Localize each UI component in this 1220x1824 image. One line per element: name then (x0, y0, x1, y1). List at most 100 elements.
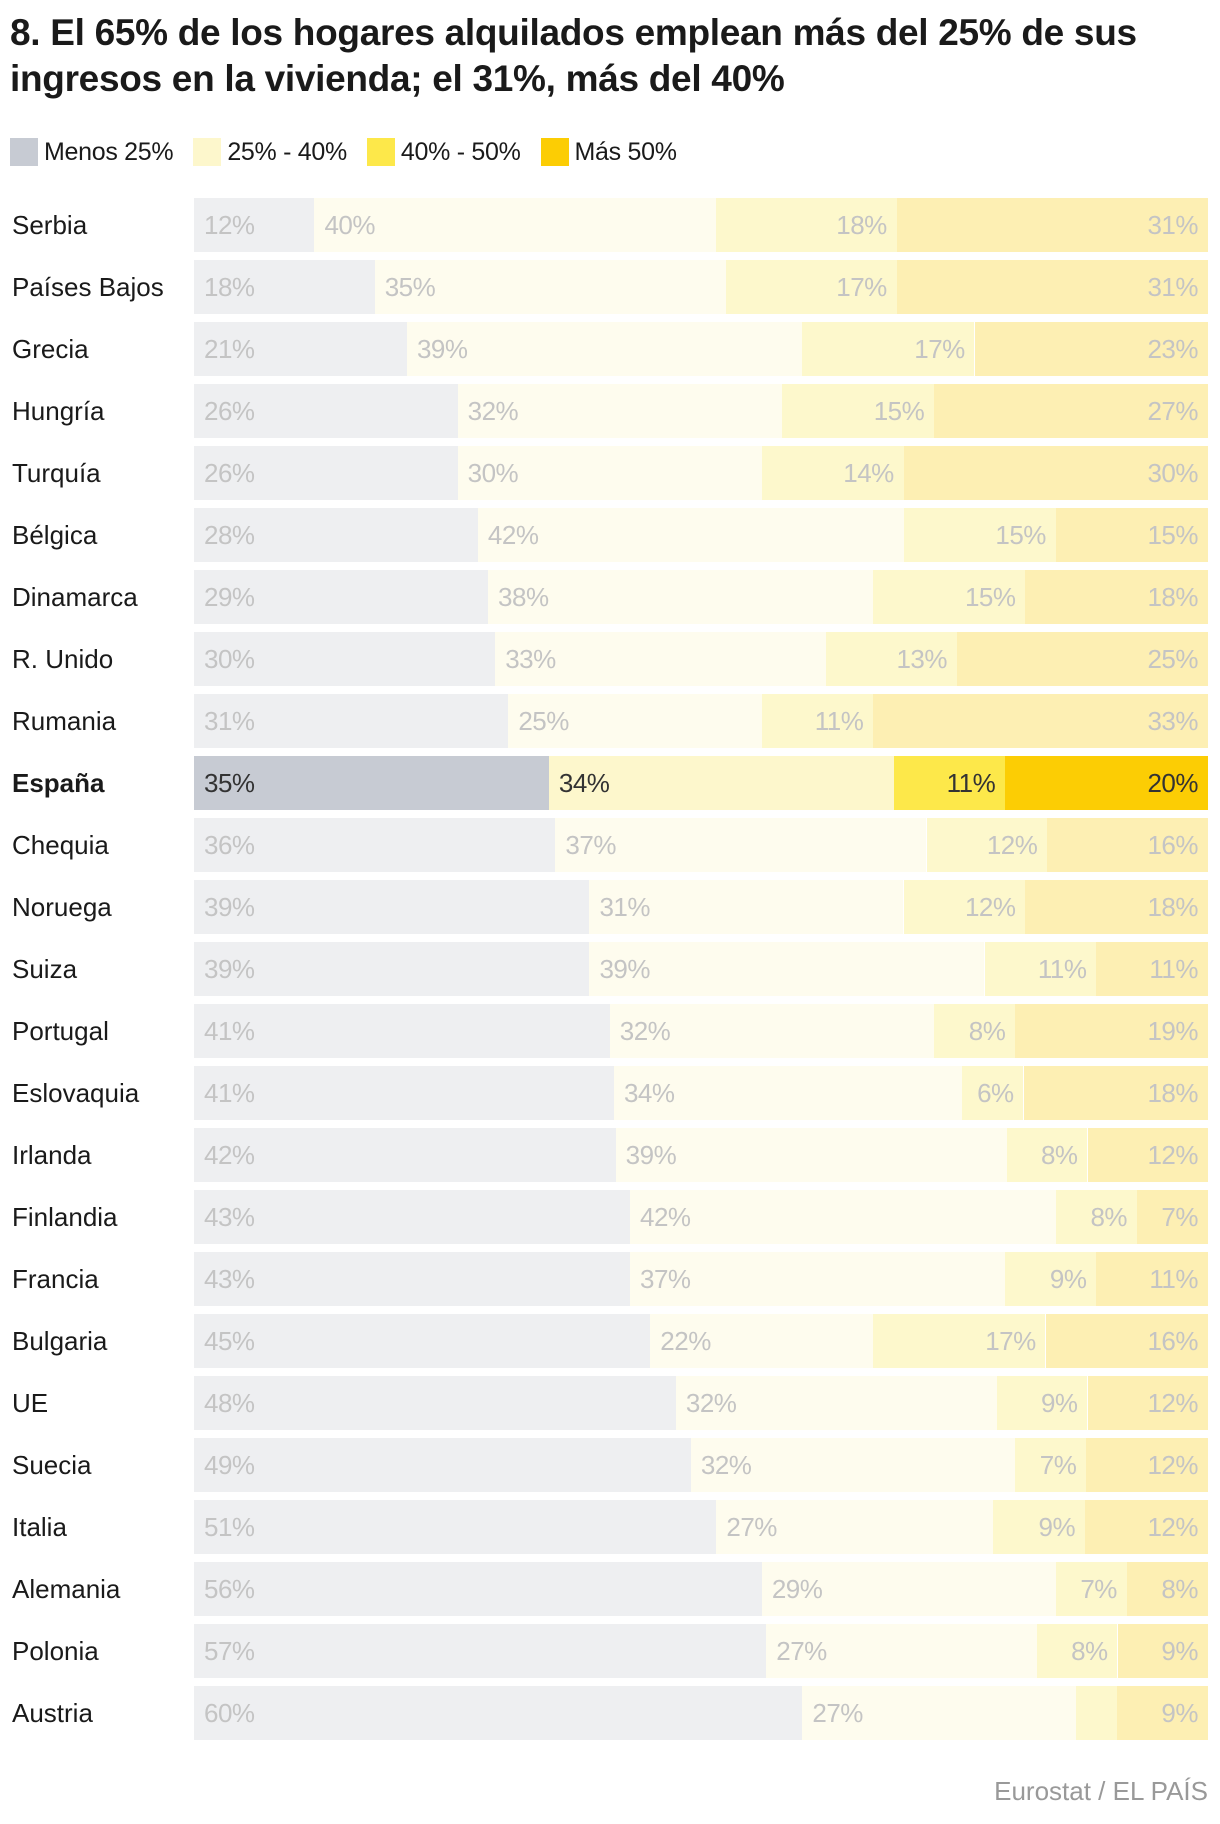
bar-segment (194, 880, 589, 934)
bar-segment (690, 1438, 1015, 1492)
data-label: 33% (505, 644, 556, 674)
category-label: UE (12, 1388, 49, 1418)
bar-segment (194, 818, 555, 872)
bar-segment (589, 880, 904, 934)
bar-segment (984, 942, 1097, 996)
bar-segment (716, 1500, 994, 1554)
data-label: 39% (599, 954, 650, 984)
data-label: 27% (776, 1636, 827, 1666)
data-label: 7% (1039, 1450, 1077, 1480)
bar-segment (615, 1128, 1008, 1182)
bar-segment (194, 508, 478, 562)
bar-segment (1005, 1252, 1097, 1306)
legend-swatch (540, 138, 569, 166)
bar-segment (1045, 1314, 1208, 1368)
data-label: 39% (204, 954, 255, 984)
bar-segment (194, 632, 495, 686)
bar-segment (194, 1066, 614, 1120)
bar-segment (630, 1252, 1006, 1306)
bar-segment (194, 1624, 766, 1678)
data-label: 43% (204, 1202, 255, 1232)
data-label: 12% (986, 830, 1038, 860)
data-label: 38% (498, 582, 549, 612)
category-label: Italia (12, 1512, 67, 1542)
bar-segment (802, 322, 975, 376)
data-label: 9% (1049, 1264, 1087, 1294)
data-label: 8% (1090, 1202, 1128, 1232)
data-label: 11% (1149, 954, 1198, 984)
source-credit: Eurostat / EL PAÍS (994, 1776, 1208, 1806)
data-label: 26% (204, 396, 255, 426)
bar-segment (194, 1190, 630, 1244)
bar-segment (903, 446, 1208, 500)
data-label: 32% (619, 1016, 671, 1046)
bar-segment (903, 508, 1056, 562)
bar-segment (194, 1128, 616, 1182)
legend-label: Más 50% (574, 138, 677, 166)
bar-segment (1096, 942, 1208, 996)
data-label: 15% (995, 520, 1046, 550)
data-label: 42% (640, 1202, 691, 1232)
bar-segment (761, 694, 874, 748)
bar-segment (194, 322, 407, 376)
category-label: Países Bajos (12, 272, 164, 302)
data-label: 29% (771, 1574, 823, 1604)
data-label: 35% (204, 768, 255, 798)
bar-segment (802, 1686, 1077, 1740)
bar-segment (495, 632, 827, 686)
data-label: 25% (518, 706, 569, 736)
data-label: 13% (896, 644, 948, 674)
category-label: Irlanda (12, 1140, 92, 1170)
bar-segment (957, 632, 1208, 686)
bar-segment (992, 1500, 1085, 1554)
data-label: 9% (1161, 1636, 1198, 1666)
bar-segment (314, 198, 717, 252)
data-label: 14% (843, 458, 894, 488)
data-label: 15% (873, 396, 925, 426)
data-label: 32% (700, 1450, 752, 1480)
data-label: 35% (384, 272, 436, 302)
data-label: 45% (204, 1326, 255, 1356)
bar-segment (997, 1376, 1088, 1430)
bar-segment (896, 198, 1208, 252)
bar-segment (974, 322, 1208, 376)
category-label: Turquía (12, 458, 101, 488)
bar-segment (716, 198, 898, 252)
bar-segment (1007, 1128, 1088, 1182)
category-label: Eslovaquia (12, 1078, 140, 1108)
bar-segment (675, 1376, 997, 1430)
data-label: 22% (660, 1326, 711, 1356)
bar-segment (1085, 1500, 1208, 1554)
data-label: 7% (1080, 1574, 1117, 1604)
bar-segment (406, 322, 802, 376)
bar-segment (650, 1314, 874, 1368)
bar-segment (374, 260, 726, 314)
bar-segment (1005, 756, 1208, 810)
data-label: 48% (204, 1388, 255, 1418)
bar-segment (782, 384, 935, 438)
data-label: 31% (599, 892, 650, 922)
data-label: 12% (204, 210, 255, 240)
bar-segment (194, 1500, 716, 1554)
data-label: 51% (204, 1512, 255, 1542)
bar-segment (962, 1066, 1024, 1120)
bar-segment (589, 942, 985, 996)
bar-segment (1087, 1128, 1208, 1182)
chart-title: 8. El 65% de los hogares alquilados empl… (10, 12, 1137, 99)
data-label: 11% (814, 706, 864, 736)
data-label: 16% (1147, 1326, 1198, 1356)
bar-segment (548, 756, 894, 810)
data-label: 31% (204, 706, 255, 736)
bar-segment (194, 260, 375, 314)
bar-segment (1037, 1624, 1118, 1678)
bar-segment (1023, 1066, 1208, 1120)
bar-segment (194, 1376, 676, 1430)
data-label: 29% (204, 582, 255, 612)
data-label: 8% (1071, 1636, 1108, 1666)
data-label: 8% (1040, 1140, 1078, 1170)
bar-segment (477, 508, 904, 562)
bar-segment (1117, 1624, 1208, 1678)
data-label: 15% (1147, 520, 1198, 550)
data-label: 56% (204, 1574, 255, 1604)
